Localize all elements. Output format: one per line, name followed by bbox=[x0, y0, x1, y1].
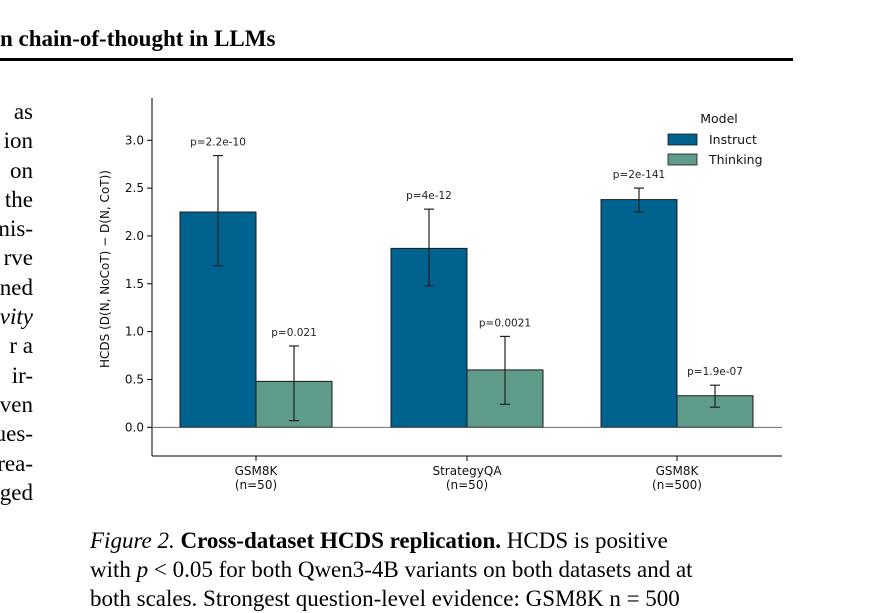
x-tick-label: GSM8K (n=500) bbox=[652, 464, 702, 492]
x-tick-label-line: (n=500) bbox=[652, 478, 702, 492]
caption-line-2-after: for both Qwen3-4B variants on both datas… bbox=[212, 557, 693, 582]
caption-line-3: both scales. Strongest question-level ev… bbox=[90, 586, 680, 611]
p-value-label: p=2.2e-10 bbox=[190, 137, 246, 149]
caption-line-1: Figure 2. Cross-dataset HCDS replication… bbox=[90, 526, 793, 555]
y-tick-label: 2.0 bbox=[125, 229, 144, 243]
x-tick-label: GSM8K (n=50) bbox=[235, 464, 279, 492]
y-tick-label: 1.0 bbox=[125, 325, 144, 339]
p-value-label: p=0.021 bbox=[271, 327, 317, 339]
left-column-text: as ion on the mis-rve ned vity r a ir-ven ues-rea… bbox=[0, 97, 33, 507]
left-column-fragment: ven bbox=[0, 391, 33, 417]
caption-math-rest: < 0.05 bbox=[148, 557, 213, 582]
p-value-label: p=2e-141 bbox=[613, 169, 665, 181]
caption-line-1-rest: HCDS is positive bbox=[501, 528, 668, 553]
figure-caption: Figure 2. Cross-dataset HCDS replication… bbox=[90, 526, 793, 613]
left-column-fragment: ues- bbox=[0, 421, 33, 447]
x-tick-label-line: StrategyQA bbox=[432, 464, 502, 478]
left-column-fragment: ned bbox=[0, 274, 33, 300]
y-tick-label: 0.5 bbox=[125, 372, 144, 386]
x-tick-label-line: GSM8K bbox=[656, 464, 700, 478]
x-tick-label-line: (n=50) bbox=[235, 478, 277, 492]
caption-line-2: with p < 0.05 for both Qwen3-4B variants… bbox=[90, 555, 793, 584]
left-column-fragment: the bbox=[4, 186, 33, 212]
x-tick-label-line: GSM8K bbox=[235, 464, 279, 478]
p-value-label: p=0.0021 bbox=[479, 317, 531, 329]
legend-swatch-thinking bbox=[667, 153, 698, 166]
y-tick-label: 0.0 bbox=[125, 420, 144, 434]
left-column-fragment: rve bbox=[3, 245, 33, 271]
caption-line-2-before: with bbox=[90, 557, 137, 582]
left-column-fragment: ir- bbox=[11, 362, 33, 388]
left-column-fragment: rea- bbox=[0, 450, 33, 476]
legend-label-instruct: Instruct bbox=[709, 132, 757, 147]
left-column-fragment: mis- bbox=[0, 216, 33, 242]
bar-instruct bbox=[600, 199, 678, 428]
left-column-fragment: as bbox=[13, 99, 33, 124]
x-tick-label: StrategyQA (n=50) bbox=[432, 464, 502, 492]
left-column-fragment: r a bbox=[9, 333, 33, 359]
header-rule bbox=[0, 58, 793, 61]
p-value-label: p=1.9e-07 bbox=[687, 366, 743, 378]
caption-figure-label: Figure 2. bbox=[90, 528, 175, 553]
caption-title: Cross-dataset HCDS replication. bbox=[180, 528, 502, 553]
y-tick-label: 1.5 bbox=[125, 277, 144, 291]
left-column-fragment: on bbox=[10, 157, 33, 183]
left-column-fragment: ion bbox=[3, 128, 33, 154]
legend-swatch-instruct bbox=[667, 133, 698, 146]
legend-title: Model bbox=[700, 111, 738, 126]
p-value-label: p=4e-12 bbox=[406, 190, 452, 202]
y-tick-label: 3.0 bbox=[125, 133, 144, 147]
y-tick-label: 2.5 bbox=[125, 181, 144, 195]
caption-math-p: p bbox=[136, 557, 149, 582]
x-tick-label-line: (n=50) bbox=[446, 478, 488, 492]
left-column-fragment: ged bbox=[0, 479, 33, 505]
left-column-fragment: vity bbox=[0, 304, 33, 330]
y-axis-label: HCDS (D(N, NoCoT) − D(N, CoT)) bbox=[98, 170, 112, 368]
hcds-bar-chart: 0.0 0.5 1.0 1.5 2.0 2.5 3.0 HCDS (D(N, NoCoT) −… bbox=[98, 98, 782, 492]
running-head: n chain-of-thought in LLMs bbox=[0, 26, 276, 51]
legend-label-thinking: Thinking bbox=[708, 152, 763, 167]
